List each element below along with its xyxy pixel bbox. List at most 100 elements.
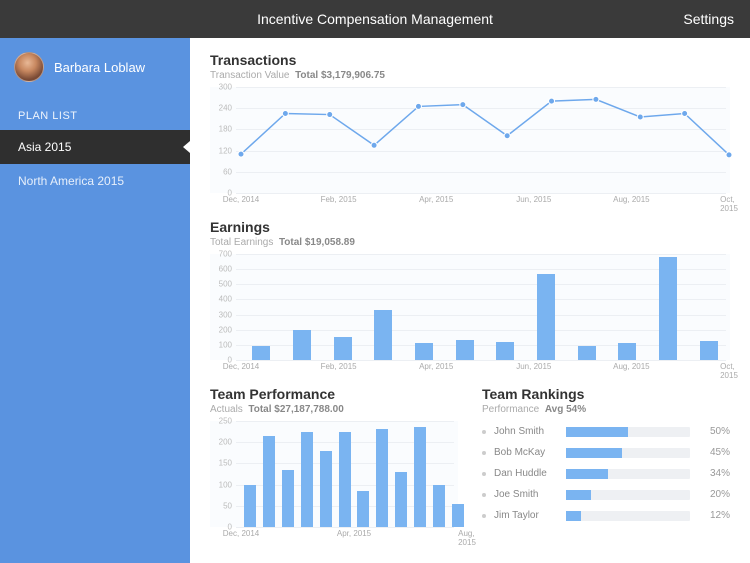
ranking-name: Jim Taylor: [494, 510, 558, 521]
chart-bar: [433, 485, 445, 527]
x-axis-label: Feb, 2015: [321, 362, 357, 371]
team-performance-subtitle: Actuals Total $27,187,788.00: [210, 404, 458, 415]
top-bar: Incentive Compensation Management Settin…: [0, 0, 750, 38]
chart-bar: [395, 472, 407, 527]
y-axis-label: 60: [210, 167, 232, 176]
y-axis-label: 240: [210, 104, 232, 113]
ranking-row: John Smith 50%: [482, 421, 730, 442]
chart-bar: [263, 436, 275, 527]
ranking-bar: [566, 448, 690, 458]
chart-bar: [578, 346, 596, 360]
chart-bar: [376, 429, 388, 527]
earnings-subtitle: Total Earnings Total $19,058.89: [210, 237, 730, 248]
earnings-title: Earnings: [210, 219, 730, 235]
chart-bar: [700, 341, 718, 360]
page-title: Incentive Compensation Management: [257, 11, 493, 27]
earnings-section: Earnings Total Earnings Total $19,058.89…: [210, 219, 730, 374]
chart-bar: [357, 491, 369, 527]
settings-link[interactable]: Settings: [683, 11, 734, 27]
bullet-icon: [482, 430, 486, 434]
chart-bar: [456, 340, 474, 360]
x-axis-label: Oct, 2015: [720, 195, 738, 213]
user-name: Barbara Loblaw: [54, 60, 145, 75]
bullet-icon: [482, 493, 486, 497]
x-axis-label: Aug, 2015: [613, 362, 649, 371]
team-rankings-subtitle: Performance Avg 54%: [482, 404, 730, 415]
team-rankings-section: Team Rankings Performance Avg 54% John S…: [482, 386, 730, 541]
x-axis-label: Dec, 2014: [223, 362, 259, 371]
chart-bar: [334, 337, 352, 360]
chart-bar: [282, 470, 294, 527]
x-axis-label: Dec, 2014: [223, 529, 259, 538]
main-content: Transactions Transaction Value Total $3,…: [190, 38, 750, 563]
x-axis-label: Jun, 2015: [516, 195, 551, 204]
ranking-name: Bob McKay: [494, 447, 558, 458]
x-axis-label: Aug, 2015: [613, 195, 649, 204]
transactions-x-axis: Dec, 2014 Feb, 2015 Apr, 2015 Jun, 2015 Aug,…: [210, 193, 730, 207]
user-profile[interactable]: Barbara Loblaw: [0, 38, 190, 96]
ranking-bar: [566, 427, 690, 437]
plan-list-heading: PLAN LIST: [0, 96, 190, 130]
ranking-pct: 12%: [698, 510, 730, 521]
chart-bar: [618, 343, 636, 360]
ranking-row: Bob McKay45%: [482, 442, 730, 463]
ranking-name: John Smith: [494, 426, 558, 437]
ranking-bar: [566, 490, 690, 500]
chart-bar: [244, 485, 256, 527]
ranking-name: Dan Huddle: [494, 468, 558, 479]
sidebar: Barbara Loblaw PLAN LIST Asia 2015North …: [0, 38, 190, 563]
sidebar-item-plan[interactable]: Asia 2015: [0, 130, 190, 164]
transactions-section: Transactions Transaction Value Total $3,…: [210, 52, 730, 207]
ranking-pct: 20%: [698, 489, 730, 500]
chart-bar: [452, 504, 464, 527]
y-axis-label: 200: [210, 325, 232, 334]
chart-bar: [252, 346, 270, 360]
chart-bar: [320, 451, 332, 527]
y-axis-label: 100: [210, 480, 232, 489]
team-rankings-title: Team Rankings: [482, 386, 730, 402]
chart-bar: [293, 330, 311, 360]
y-axis-label: 600: [210, 265, 232, 274]
transactions-title: Transactions: [210, 52, 730, 68]
earnings-chart: 0100200300400500600700: [210, 254, 730, 360]
x-axis-label: Dec, 2014: [223, 195, 259, 204]
transactions-subtitle: Transaction Value Total $3,179,906.75: [210, 70, 730, 81]
y-axis-label: 120: [210, 146, 232, 155]
y-axis-label: 700: [210, 250, 232, 259]
y-axis-label: 200: [210, 438, 232, 447]
y-axis-label: 150: [210, 459, 232, 468]
y-axis-label: 300: [210, 83, 232, 92]
x-axis-label: Feb, 2015: [321, 195, 357, 204]
ranking-row: Dan Huddle 34%: [482, 463, 730, 484]
ranking-bar: [566, 469, 690, 479]
y-axis-label: 250: [210, 417, 232, 426]
x-axis-label: Jun, 2015: [516, 362, 551, 371]
x-axis-label: Apr, 2015: [419, 195, 453, 204]
x-axis-label: Apr, 2015: [419, 362, 453, 371]
ranking-pct: 34%: [698, 468, 730, 479]
ranking-row: Joe Smith 20%: [482, 484, 730, 505]
x-axis-label: Aug, 2015: [458, 529, 476, 547]
chart-bar: [537, 274, 555, 360]
y-axis-label: 500: [210, 280, 232, 289]
team-performance-title: Team Performance: [210, 386, 458, 402]
bullet-icon: [482, 472, 486, 476]
chart-bar: [496, 342, 514, 360]
y-axis-label: 400: [210, 295, 232, 304]
chart-bar: [414, 427, 426, 527]
sidebar-item-plan[interactable]: North America 2015: [0, 164, 190, 198]
chart-bar: [374, 310, 392, 360]
ranking-row: Jim Taylor 12%: [482, 505, 730, 526]
earnings-x-axis: Dec, 2014 Feb, 2015 Apr, 2015 Jun, 2015 Aug,…: [210, 360, 730, 374]
ranking-pct: 50%: [698, 426, 730, 437]
team-performance-section: Team Performance Actuals Total $27,187,7…: [210, 386, 458, 541]
chart-bar: [301, 432, 313, 527]
team-performance-chart: 050100150200250: [210, 421, 458, 527]
x-axis-label: Apr, 2015: [337, 529, 371, 538]
chart-bar: [339, 432, 351, 527]
transactions-chart: 060120180240300: [210, 87, 730, 193]
y-axis-label: 50: [210, 501, 232, 510]
ranking-name: Joe Smith: [494, 489, 558, 500]
y-axis-label: 300: [210, 310, 232, 319]
bullet-icon: [482, 514, 486, 518]
